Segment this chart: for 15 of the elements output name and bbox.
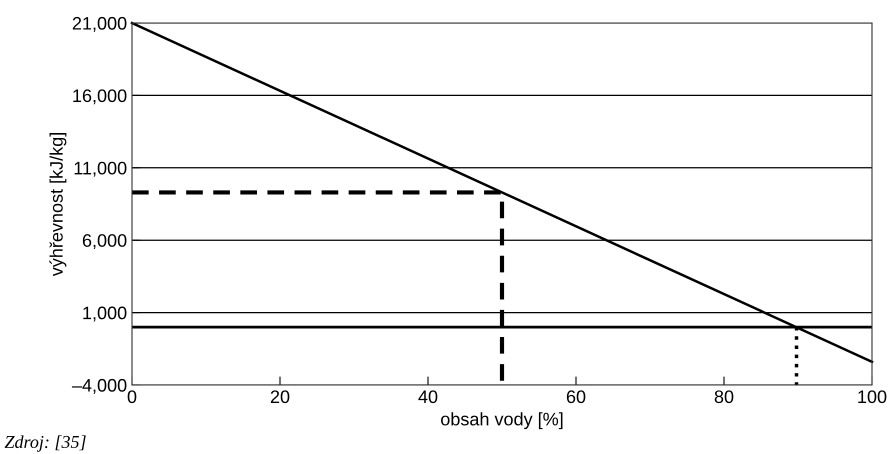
x-tick-label: 100 <box>858 390 886 404</box>
y-tick-label: 11,000 <box>74 162 126 177</box>
x-tick-label: 80 <box>714 390 734 404</box>
x-tick-label: 20 <box>270 390 290 404</box>
y-tick-label: 16,000 <box>73 89 126 104</box>
x-tick-label: 40 <box>418 390 438 404</box>
x-tick-label: 0 <box>128 390 136 404</box>
y-tick-label: 21,000 <box>72 16 126 32</box>
text: Zdroj: [35] <box>4 435 86 452</box>
y-tick-label: –4,000 <box>72 378 126 394</box>
x-axis-title: obsah vody [%] <box>441 412 562 430</box>
y-tick-label: 1,000 <box>83 306 126 322</box>
y-tick-label: 6,000 <box>82 234 126 250</box>
x-tick-label: 60 <box>566 390 586 404</box>
y-axis-title: výhřevnost [kJ/kg] <box>49 133 66 276</box>
